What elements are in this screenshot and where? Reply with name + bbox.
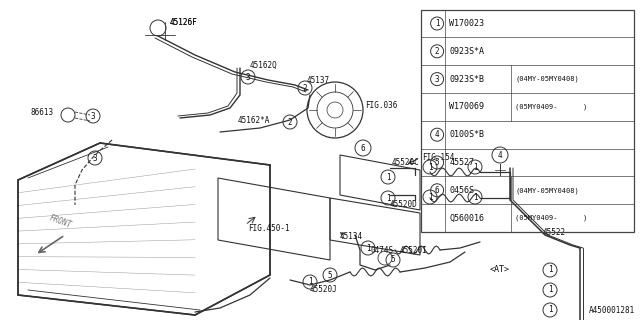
Text: 3: 3 (435, 75, 440, 84)
Text: 45126F: 45126F (170, 18, 198, 27)
Text: 1: 1 (548, 306, 552, 315)
Bar (421, 10, 634, 232)
Text: 1: 1 (428, 163, 432, 172)
Text: 1: 1 (548, 285, 552, 294)
Text: FIG.154: FIG.154 (422, 153, 454, 162)
Text: <AT>: <AT> (490, 266, 510, 275)
Text: 45162Q: 45162Q (250, 60, 278, 69)
Text: FIG.036: FIG.036 (365, 100, 397, 109)
Text: 1: 1 (473, 193, 477, 202)
Text: 3: 3 (91, 111, 95, 121)
Text: W170023: W170023 (449, 19, 484, 28)
Text: A450001281: A450001281 (589, 306, 635, 315)
Text: Q560016: Q560016 (449, 214, 484, 223)
Text: FRONT: FRONT (47, 214, 72, 230)
Text: 2: 2 (303, 84, 307, 92)
Text: 45520D: 45520D (390, 199, 418, 209)
Text: 0923S*B: 0923S*B (449, 75, 484, 84)
Text: 6: 6 (361, 143, 365, 153)
Text: 3: 3 (246, 73, 250, 82)
Text: 45520J: 45520J (310, 285, 338, 294)
Text: 1: 1 (473, 163, 477, 172)
Text: (05MY0409-      ): (05MY0409- ) (515, 215, 588, 221)
Text: 3: 3 (93, 154, 97, 163)
Text: 4: 4 (435, 130, 440, 139)
Text: 5: 5 (435, 158, 440, 167)
Text: 45520C: 45520C (392, 157, 420, 166)
Text: FIG.450-1: FIG.450-1 (248, 223, 290, 233)
Text: 2: 2 (435, 47, 440, 56)
Text: 45126F: 45126F (170, 18, 198, 27)
Text: 1: 1 (386, 172, 390, 181)
Text: 1: 1 (365, 244, 371, 252)
Text: (04MY-05MY0408): (04MY-05MY0408) (515, 76, 579, 82)
Text: 1: 1 (435, 19, 440, 28)
Text: 1: 1 (428, 193, 432, 202)
Text: 86613: 86613 (30, 108, 53, 116)
Text: 5: 5 (328, 270, 332, 279)
Text: 1: 1 (308, 277, 312, 286)
Text: 0456S: 0456S (449, 186, 474, 195)
Text: 0474S: 0474S (370, 245, 393, 254)
Text: 45134: 45134 (340, 231, 363, 241)
Text: 0100S*B: 0100S*B (449, 130, 484, 139)
Text: 1: 1 (386, 194, 390, 203)
Text: 45520I: 45520I (400, 245, 428, 254)
Text: 2: 2 (288, 117, 292, 126)
Text: 0923S*A: 0923S*A (449, 47, 484, 56)
Text: 1: 1 (548, 266, 552, 275)
Text: (05MY0409-      ): (05MY0409- ) (515, 104, 588, 110)
Text: 45162*A: 45162*A (238, 116, 270, 124)
Text: 45137: 45137 (307, 76, 330, 84)
Text: 45527: 45527 (449, 158, 474, 167)
Text: 4: 4 (498, 150, 502, 159)
Text: 45522: 45522 (543, 228, 566, 236)
Text: W170069: W170069 (449, 102, 484, 111)
Text: (04MY-05MY0408): (04MY-05MY0408) (515, 187, 579, 194)
Text: 6: 6 (435, 186, 440, 195)
Text: 5: 5 (390, 255, 396, 265)
